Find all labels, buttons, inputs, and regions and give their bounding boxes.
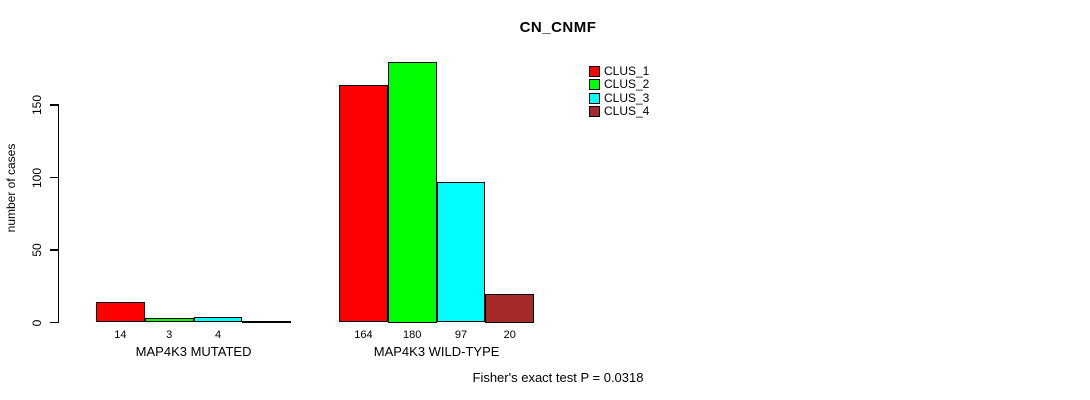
y-axis-title: number of cases <box>4 143 18 233</box>
legend-item-clus_4: CLUS_4 <box>589 103 650 118</box>
legend-item-clus_2: CLUS_2 <box>589 77 650 92</box>
legend-item-label: CLUS_1 <box>604 64 650 78</box>
group-label-map4k3-mutated: MAP4K3 MUTATED <box>135 344 252 359</box>
legend-item-label: CLUS_2 <box>604 77 650 92</box>
pvalue-annotation: Fisher's exact test P = 0.0318 <box>472 370 644 385</box>
y-axis-tick <box>50 249 58 251</box>
bar-map4k3-mutated-clus-2 <box>144 318 194 323</box>
bar-value-label: 180 <box>403 329 422 341</box>
legend-item-clus_3: CLUS_3 <box>589 90 650 105</box>
bar-value-label: 14 <box>114 329 127 341</box>
y-axis-tick-label: 50 <box>30 243 44 257</box>
group-label-map4k3-wild-type: MAP4K3 WILD-TYPE <box>373 344 500 359</box>
bar-value-label: 20 <box>503 329 516 341</box>
bar-map4k3-mutated-clus-1 <box>96 302 145 323</box>
y-axis-tick-label: 150 <box>30 94 44 116</box>
bar-map4k3-wild-type-clus-3 <box>436 181 486 323</box>
legend-color-swatch <box>589 105 600 117</box>
y-axis-tick-label: 100 <box>30 167 44 188</box>
legend-item-label: CLUS_4 <box>604 103 650 118</box>
bar-map4k3-wild-type-clus-2 <box>387 61 437 323</box>
chart-title: CN_CNMF <box>519 19 597 36</box>
y-axis-tick <box>50 104 58 106</box>
y-axis-tick-label: 0 <box>30 319 44 326</box>
bar-value-label: 164 <box>354 329 373 341</box>
y-axis-tick <box>50 176 58 179</box>
legend-item-clus_1: CLUS_1 <box>589 64 650 78</box>
legend-item-label: CLUS_3 <box>604 90 650 105</box>
bar-map4k3-mutated-clus-4 <box>242 321 292 323</box>
bar-map4k3-wild-type-clus-1 <box>339 84 388 323</box>
legend-color-swatch <box>589 79 600 91</box>
bar-value-label: 97 <box>454 329 468 341</box>
y-axis-tick <box>50 321 58 324</box>
bar-value-label: 4 <box>214 329 222 341</box>
legend-color-swatch <box>589 66 600 77</box>
bar-map4k3-mutated-clus-3 <box>193 316 243 323</box>
legend-color-swatch <box>589 92 600 104</box>
bar-value-label: 3 <box>166 329 173 341</box>
y-axis-line <box>57 104 59 324</box>
bar-map4k3-wild-type-clus-4 <box>485 293 535 323</box>
